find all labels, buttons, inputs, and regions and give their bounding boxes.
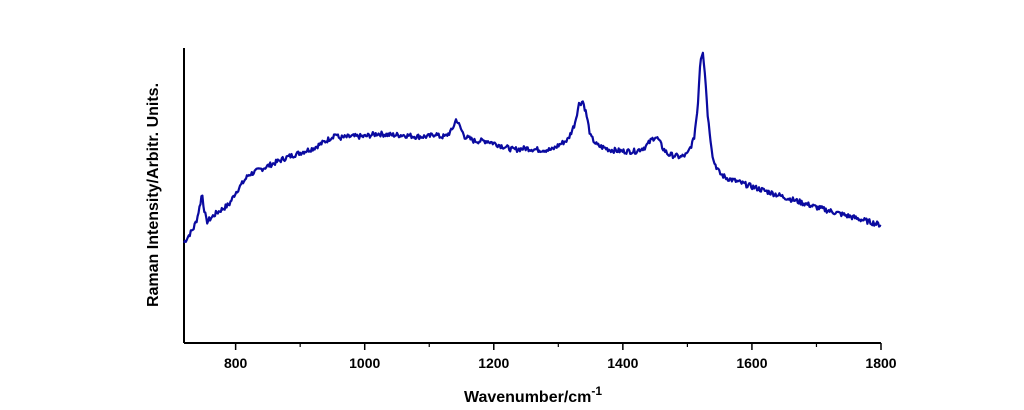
x-tick-labels: 800 1000 1200 1400 1600 1800 (224, 355, 897, 371)
y-axis-label: Raman Intensity/Arbitr. Units. (145, 83, 162, 307)
spectrum-series-line (183, 51, 882, 244)
x-tick-label-1200: 1200 (478, 355, 509, 371)
x-tick-label-800: 800 (224, 355, 248, 371)
x-axis-label: Wavenumber/cm-1 (464, 384, 602, 406)
plot-area: 800 1000 1200 1400 1600 1800 (183, 48, 897, 371)
x-tick-label-1000: 1000 (349, 355, 380, 371)
x-axis-label-superscript: -1 (591, 384, 602, 398)
x-ticks (234, 343, 882, 350)
x-tick-label-1800: 1800 (865, 355, 896, 371)
x-tick-label-1600: 1600 (736, 355, 767, 371)
x-tick-label-1400: 1400 (607, 355, 638, 371)
